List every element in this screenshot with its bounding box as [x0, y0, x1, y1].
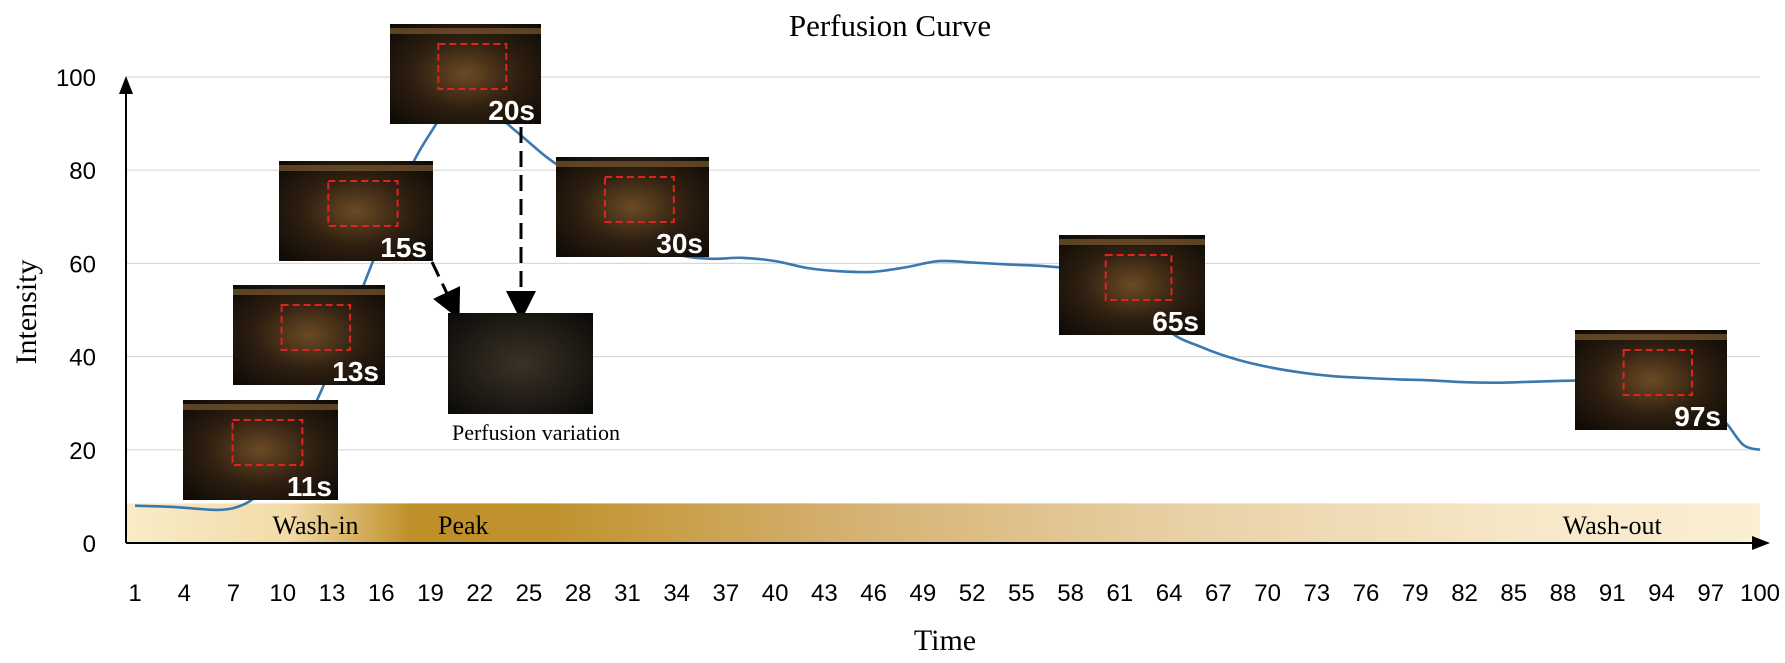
y-tick-20: 20	[69, 438, 96, 465]
x-tick-1: 1	[128, 580, 141, 607]
x-tick-13: 13	[319, 580, 346, 607]
perfusion-variation-image	[448, 313, 593, 414]
ultrasound-image	[390, 24, 541, 124]
x-tick-10: 10	[269, 580, 296, 607]
phase-label-0: Wash-in	[273, 511, 359, 540]
y-tick-100: 100	[56, 65, 96, 92]
ultrasound-image	[233, 285, 385, 385]
x-tick-67: 67	[1205, 580, 1232, 607]
ultrasound-image	[183, 400, 338, 500]
roi-box	[327, 180, 399, 227]
ultrasound-thumbnails: 11s 13s 15s 20s 30s 65s 97s	[183, 24, 1727, 502]
x-tick-31: 31	[614, 580, 641, 607]
x-tick-25: 25	[516, 580, 543, 607]
thumbnail-65s: 65s	[1059, 235, 1205, 337]
x-tick-70: 70	[1254, 580, 1281, 607]
x-axis-label: Time	[914, 624, 976, 657]
thumbnail-20s: 20s	[390, 24, 541, 126]
x-tick-4: 4	[178, 580, 191, 607]
x-tick-88: 88	[1550, 580, 1577, 607]
x-tick-76: 76	[1353, 580, 1380, 607]
ultrasound-skin-layer	[233, 289, 385, 295]
arrow-from-15s	[430, 261, 461, 320]
x-tick-43: 43	[811, 580, 838, 607]
ultrasound-image	[279, 161, 433, 261]
ultrasound-skin-layer	[1059, 239, 1205, 245]
thumbnail-30s: 30s	[556, 157, 709, 259]
ultrasound-image	[556, 157, 709, 257]
phase-label-1: Peak	[438, 511, 489, 540]
roi-box	[437, 43, 508, 90]
thumbnail-97s: 97s	[1575, 330, 1727, 432]
x-tick-19: 19	[417, 580, 444, 607]
x-tick-labels: 1 4 7 10 13 16 19 22 25 28 31 34 37 40 43 46 49 52 55 58 61 6…	[128, 580, 1780, 607]
x-tick-22: 22	[466, 580, 493, 607]
x-tick-28: 28	[565, 580, 592, 607]
x-tick-37: 37	[713, 580, 740, 607]
time-label: 97s	[1674, 401, 1721, 432]
x-tick-85: 85	[1500, 580, 1527, 607]
x-tick-55: 55	[1008, 580, 1035, 607]
y-tick-0: 0	[83, 531, 96, 558]
phase-label-2: Wash-out	[1563, 511, 1663, 540]
x-tick-61: 61	[1106, 580, 1133, 607]
chart-title: Perfusion Curve	[789, 8, 991, 43]
ultrasound-image	[1059, 235, 1205, 335]
thumbnail-13s: 13s	[233, 285, 385, 387]
roi-box	[1622, 349, 1694, 396]
phase-band	[126, 503, 1760, 543]
ultrasound-skin-layer	[1575, 334, 1727, 340]
x-axis-arrow	[1752, 536, 1770, 550]
x-tick-100: 100	[1740, 580, 1780, 607]
x-tick-73: 73	[1303, 580, 1330, 607]
thumbnail-11s: 11s	[183, 400, 338, 502]
x-tick-64: 64	[1156, 580, 1183, 607]
time-label: 11s	[287, 471, 332, 502]
time-label: 65s	[1152, 306, 1199, 337]
time-label: 20s	[488, 95, 535, 126]
x-tick-91: 91	[1599, 580, 1626, 607]
perfusion-variation-label: Perfusion variation	[452, 420, 620, 445]
time-label: 30s	[656, 228, 703, 259]
y-tick-labels: 0 20 40 60 80 100	[56, 65, 96, 558]
time-label: 15s	[380, 232, 427, 263]
x-tick-16: 16	[368, 580, 395, 607]
phase-labels: Wash-in Peak Wash-out	[273, 511, 1663, 540]
ultrasound-image	[1575, 330, 1727, 430]
y-tick-60: 60	[69, 251, 96, 278]
x-tick-58: 58	[1057, 580, 1084, 607]
ultrasound-skin-layer	[279, 165, 433, 171]
x-tick-7: 7	[227, 580, 240, 607]
axes	[119, 76, 1770, 550]
perfusion-variation-inset: Perfusion variation	[430, 127, 620, 445]
y-axis-label: Intensity	[10, 260, 43, 365]
ultrasound-skin-layer	[556, 161, 709, 167]
y-axis-arrow	[119, 76, 133, 94]
y-tick-80: 80	[69, 158, 96, 185]
x-tick-82: 82	[1451, 580, 1478, 607]
x-tick-97: 97	[1697, 580, 1724, 607]
x-tick-94: 94	[1648, 580, 1675, 607]
ultrasound-skin-layer	[390, 28, 541, 34]
roi-box	[280, 304, 352, 351]
thumbnail-15s: 15s	[279, 161, 433, 263]
ultrasound-skin-layer	[183, 404, 338, 410]
x-tick-40: 40	[762, 580, 789, 607]
roi-box	[603, 176, 675, 223]
x-tick-79: 79	[1402, 580, 1429, 607]
roi-box	[1104, 254, 1173, 301]
time-label: 13s	[332, 356, 379, 387]
y-tick-40: 40	[69, 345, 96, 372]
x-tick-52: 52	[959, 580, 986, 607]
roi-box	[231, 419, 304, 466]
x-tick-49: 49	[910, 580, 937, 607]
x-tick-34: 34	[663, 580, 690, 607]
x-tick-46: 46	[860, 580, 887, 607]
